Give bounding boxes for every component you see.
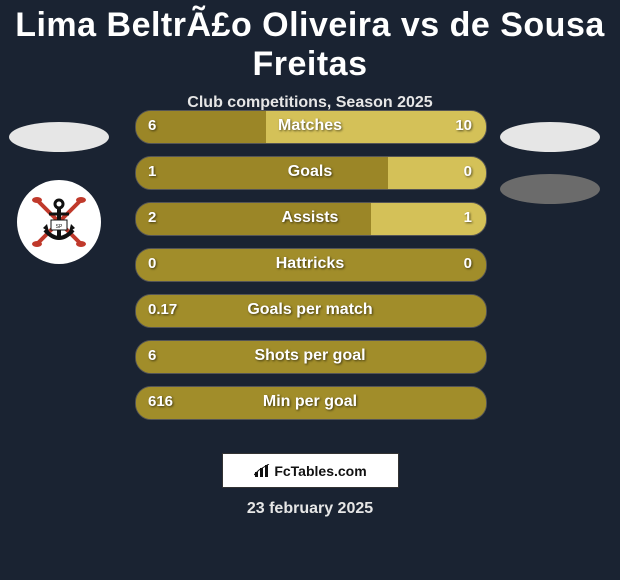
stat-row: Hattricks0 0	[0, 248, 620, 282]
stat-right-value: 0	[464, 156, 472, 188]
stat-label: Hattricks	[135, 248, 485, 280]
brand-badge[interactable]: FcTables.com	[222, 453, 399, 488]
stat-label: Goals	[135, 156, 485, 188]
stat-row: Goals per match0.17	[0, 294, 620, 328]
stat-label: Goals per match	[135, 294, 485, 326]
stat-left-value: 0.17	[148, 294, 177, 326]
stat-left-value: 1	[148, 156, 156, 188]
stat-label: Matches	[135, 110, 485, 142]
stat-right-value: 1	[464, 202, 472, 234]
page-title: Lima BeltrÃ£o Oliveira vs de Sousa Freit…	[0, 0, 620, 84]
stat-left-value: 0	[148, 248, 156, 280]
stat-right-value: 0	[464, 248, 472, 280]
stat-left-value: 616	[148, 386, 173, 418]
stat-label: Min per goal	[135, 386, 485, 418]
brand-label: FcTables.com	[274, 463, 366, 479]
stat-row: Assists2 1	[0, 202, 620, 236]
stat-row: Goals1 0	[0, 156, 620, 190]
stat-right-value: 10	[455, 110, 472, 142]
stat-row: Matches6 10	[0, 110, 620, 144]
stat-label: Assists	[135, 202, 485, 234]
stat-row: Shots per goal6	[0, 340, 620, 374]
stat-label: Shots per goal	[135, 340, 485, 372]
stat-left-value: 2	[148, 202, 156, 234]
stats-area: Matches610Goals10Assists21Hattricks00Goa…	[0, 110, 620, 432]
comparison-card: Lima BeltrÃ£o Oliveira vs de Sousa Freit…	[0, 0, 620, 580]
stat-left-value: 6	[148, 340, 156, 372]
stat-left-value: 6	[148, 110, 156, 142]
footer-date: 23 february 2025	[0, 500, 620, 518]
bar-chart-icon	[254, 464, 270, 478]
stat-row: Min per goal616	[0, 386, 620, 420]
